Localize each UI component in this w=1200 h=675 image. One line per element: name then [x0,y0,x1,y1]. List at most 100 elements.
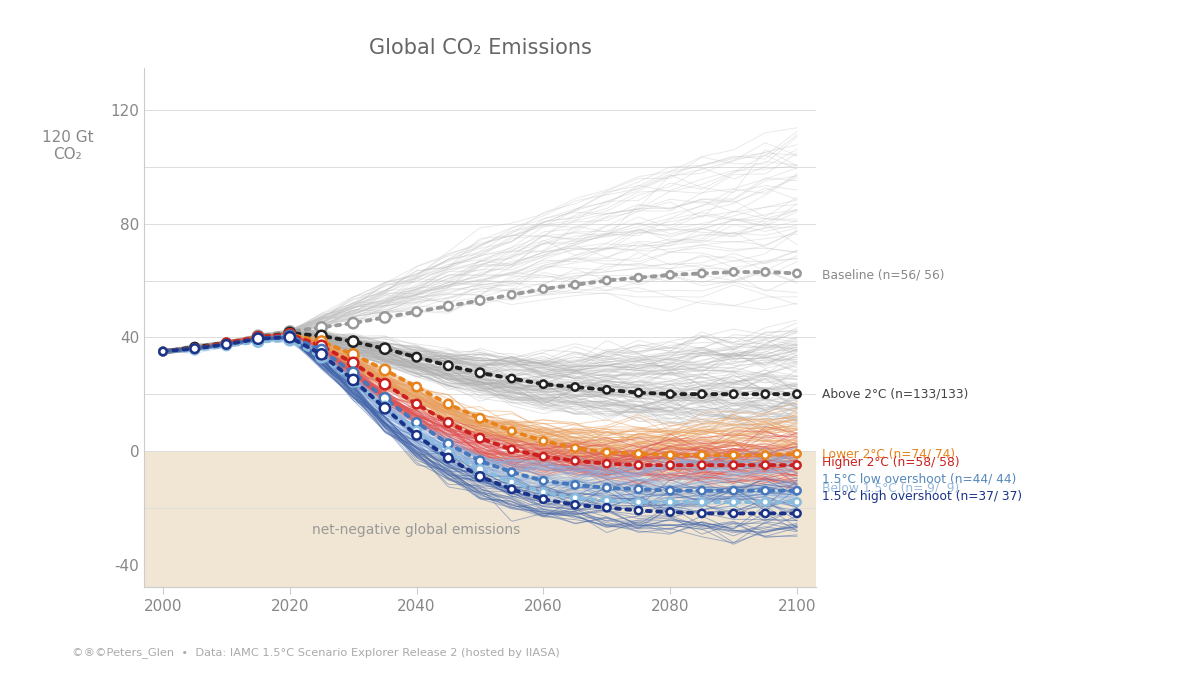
Point [439,417,458,428]
Point [343,358,362,369]
Point [281,329,300,340]
Point [756,508,775,519]
Point [756,267,775,277]
Text: net-negative global emissions: net-negative global emissions [312,523,521,537]
Point [154,346,173,357]
Point [787,497,806,508]
Point [470,367,490,378]
Point [217,338,236,348]
Point [565,480,584,491]
Point [407,417,426,428]
Point [248,331,268,342]
Text: Lower 2°C (n=74/ 74): Lower 2°C (n=74/ 74) [822,448,955,460]
Point [629,448,648,459]
Point [376,312,395,323]
Point [470,464,490,475]
Text: ©®©Peters_Glen  •  Data: IAMC 1.5°C Scenario Explorer Release 2 (hosted by IIASA: ©®©Peters_Glen • Data: IAMC 1.5°C Scenar… [72,647,559,658]
Point [534,451,553,462]
Point [692,485,712,496]
Point [281,332,300,343]
Point [692,389,712,400]
Point [343,336,362,347]
Point [724,508,743,519]
Point [598,495,617,506]
Point [185,344,204,354]
Point [692,268,712,279]
Point [724,485,743,496]
Point [565,456,584,466]
Point [756,389,775,400]
Point [724,450,743,460]
Point [312,331,331,342]
Point [629,484,648,495]
Point [376,393,395,404]
Point [756,450,775,460]
Point [502,373,521,384]
Point [185,345,204,356]
Text: Above 2°C (n=133/133): Above 2°C (n=133/133) [822,387,968,401]
Point [660,389,679,400]
Point [787,485,806,496]
Point [534,475,553,486]
Point [217,339,236,350]
Point [185,344,204,354]
Point [692,460,712,470]
Point [565,381,584,392]
Point [154,346,173,357]
Text: 120 Gt
CO₂: 120 Gt CO₂ [42,130,94,162]
Point [502,290,521,300]
Point [692,497,712,508]
Point [281,326,300,337]
Point [439,439,458,450]
Point [376,364,395,375]
Point [217,339,236,350]
Point [502,426,521,437]
Point [629,387,648,398]
Text: Below 1.5°C (n= 9/  9): Below 1.5°C (n= 9/ 9) [822,481,960,494]
Point [248,336,268,347]
Point [629,497,648,508]
Point [660,497,679,508]
Point [787,448,806,459]
Point [756,497,775,508]
Point [343,376,362,387]
Point [598,458,617,469]
Point [217,338,236,348]
Point [185,344,204,354]
Point [343,375,362,385]
Point [248,332,268,343]
Point [724,267,743,277]
Point [787,460,806,470]
Point [407,426,426,437]
Point [439,447,458,458]
Point [692,450,712,460]
Point [756,460,775,470]
Point [660,450,679,460]
Point [629,505,648,516]
Point [470,413,490,424]
Point [376,344,395,354]
Point [312,345,331,356]
Title: Global CO₂ Emissions: Global CO₂ Emissions [368,38,592,57]
Point [598,385,617,396]
Point [502,484,521,495]
Point [407,430,426,441]
Point [502,444,521,455]
Point [787,508,806,519]
Point [534,487,553,497]
Point [407,399,426,410]
Point [248,332,268,343]
Point [692,508,712,519]
Point [565,492,584,503]
Point [598,502,617,513]
Point [312,352,331,362]
Point [376,379,395,389]
Point [470,433,490,443]
Point [660,269,679,280]
Point [312,322,331,333]
Point [281,331,300,342]
Point [724,389,743,400]
Point [724,497,743,508]
Point [787,268,806,279]
Point [502,477,521,487]
